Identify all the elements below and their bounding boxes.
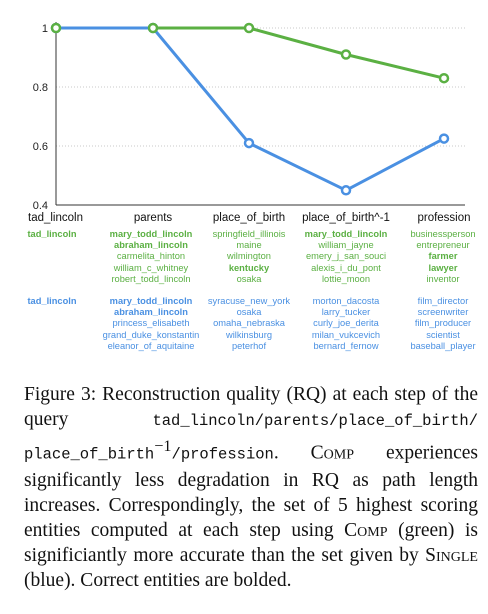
- x-tick-label: parents: [134, 212, 173, 224]
- entity-item: film_director: [417, 296, 469, 306]
- entity-item: emery_j_san_souci: [305, 251, 387, 262]
- entity-item: abraham_lincoln: [114, 307, 188, 318]
- caption-text-2: .: [273, 442, 311, 464]
- x-tick-label: tad_lincoln: [28, 212, 83, 224]
- entity-item: lottie_moon: [321, 273, 371, 284]
- entity-column: springfield_illinois maine wilmington kentu…: [189, 229, 309, 285]
- entity-item: entrepreneur: [416, 240, 470, 251]
- x-tick-labels: tad_lincoln parents place_of_birth place_of…: [28, 212, 471, 224]
- entity-column: syracuse_new_york osaka omaha_nebraska wilk…: [189, 296, 309, 352]
- entity-item: eleanor_of_aquitaine: [107, 340, 195, 351]
- entity-item: william_c_whitney: [113, 262, 189, 273]
- series-line-comp: [56, 26, 445, 80]
- entity-item: grand_duke_konstantin: [102, 329, 200, 340]
- entity-item: osaka: [236, 273, 262, 284]
- entity-item: wilkinsburg: [226, 329, 272, 340]
- entity-item: curly_joe_derita: [313, 318, 379, 329]
- comp-name-2: Comp: [344, 519, 388, 541]
- point-comp: [438, 72, 450, 84]
- entity-item: osaka: [236, 307, 262, 318]
- entity-item: tad_lincoln: [27, 296, 77, 306]
- point-single: [243, 137, 255, 149]
- entity-item: film_producer: [414, 318, 472, 329]
- caption-text-4: (green) is significiantly more accurate …: [24, 519, 478, 566]
- rq-line-chart: 0.4 0.6 0.8 1 tad_lincoln parents place_of_bi…: [28, 22, 471, 224]
- entity-item: bernard_fernow: [313, 340, 379, 351]
- entity-item: mary_todd_lincoln: [109, 229, 193, 239]
- entity-item: omaha_nebraska: [213, 318, 285, 329]
- entity-column: film_director screenwriter film_producer sc…: [383, 296, 488, 352]
- y-tick-label: 0.6: [33, 141, 48, 153]
- entity-item: lawyer: [428, 262, 458, 273]
- y-tick-label: 1: [42, 23, 48, 35]
- entity-item: robert_todd_lincoln: [111, 273, 191, 284]
- point-comp: [340, 49, 352, 60]
- comp-name-1: Comp: [310, 442, 355, 464]
- entity-item: princess_elisabeth: [112, 318, 190, 329]
- entity-item: william_jayne: [318, 240, 374, 251]
- query-path-a: tad_lincoln/parents/place_of_birth/: [152, 412, 478, 430]
- entity-column: mary_todd_lincoln abraham_lincoln princess…: [91, 296, 211, 352]
- entity-column: morton_dacosta larry_tucker curly_joe_deri…: [286, 296, 406, 352]
- entity-item: mary_todd_lincoln: [109, 296, 193, 306]
- entity-item: morton_dacosta: [312, 296, 380, 306]
- series-line-single: [56, 26, 445, 192]
- entity-column: tad_lincoln: [0, 229, 112, 240]
- single-name: Single: [425, 544, 478, 566]
- grid-lines: [56, 27, 465, 147]
- query-path-c: /profession: [171, 445, 274, 464]
- caption-text-1: Figure 3: Reconstruction quality (RQ) at…: [24, 384, 478, 430]
- x-tick-label: profession: [417, 212, 470, 224]
- entity-item: syracuse_new_york: [207, 296, 291, 306]
- y-tick-labels: 0.4 0.6 0.8 1: [33, 23, 48, 212]
- entity-item: alexis_i_du_pont: [311, 262, 381, 273]
- entity-item: wilmington: [227, 251, 271, 262]
- point-single: [438, 133, 450, 144]
- entity-item: inventor: [426, 273, 460, 284]
- point-single: [340, 185, 352, 196]
- entity-item: baseball_player: [410, 340, 476, 351]
- entity-item: carmelita_hinton: [116, 251, 186, 262]
- entity-item: abraham_lincoln: [114, 240, 188, 251]
- entity-item: kentucky: [228, 262, 270, 273]
- entity-item: milan_vukcevich: [311, 329, 381, 340]
- point-comp: [50, 22, 62, 34]
- caption-text-5: (blue). Correct entities are bolded.: [24, 569, 292, 591]
- entity-column: businessperson entrepreneur farmer lawyer in…: [383, 229, 488, 285]
- entity-item: scientist: [426, 329, 460, 340]
- entity-column: mary_todd_lincoln abraham_lincoln carmelit…: [91, 229, 211, 285]
- point-comp: [147, 22, 159, 34]
- x-tick-label: place_of_birth^-1: [302, 212, 390, 224]
- y-tick-label: 0.4: [33, 200, 48, 212]
- entity-item: peterhof: [231, 340, 267, 351]
- figure-caption: Figure 3: Reconstruction quality (RQ) at…: [24, 382, 478, 593]
- data-points: [50, 22, 450, 196]
- point-comp: [243, 22, 255, 34]
- entity-item: larry_tucker: [321, 307, 371, 318]
- y-tick-label: 0.8: [33, 82, 48, 94]
- query-path-sup: −1: [154, 437, 172, 455]
- entity-item: screenwriter: [417, 307, 469, 318]
- entity-item: maine: [236, 240, 262, 251]
- axes: [55, 22, 465, 206]
- entity-item: tad_lincoln: [27, 229, 77, 239]
- query-path-b: place_of_birth: [24, 445, 155, 464]
- x-tick-label: place_of_birth: [213, 212, 285, 224]
- caption-text-3: experiences significantly less degradati…: [24, 442, 478, 541]
- entity-item: farmer: [428, 251, 458, 262]
- entity-item: businessperson: [410, 229, 476, 239]
- series-lines: [56, 26, 445, 192]
- entity-item: springfield_illinois: [212, 229, 286, 239]
- entity-column: tad_lincoln: [0, 296, 112, 307]
- entity-column: mary_todd_lincoln william_jayne emery_j_sa…: [286, 229, 406, 285]
- entity-item: mary_todd_lincoln: [304, 229, 388, 239]
